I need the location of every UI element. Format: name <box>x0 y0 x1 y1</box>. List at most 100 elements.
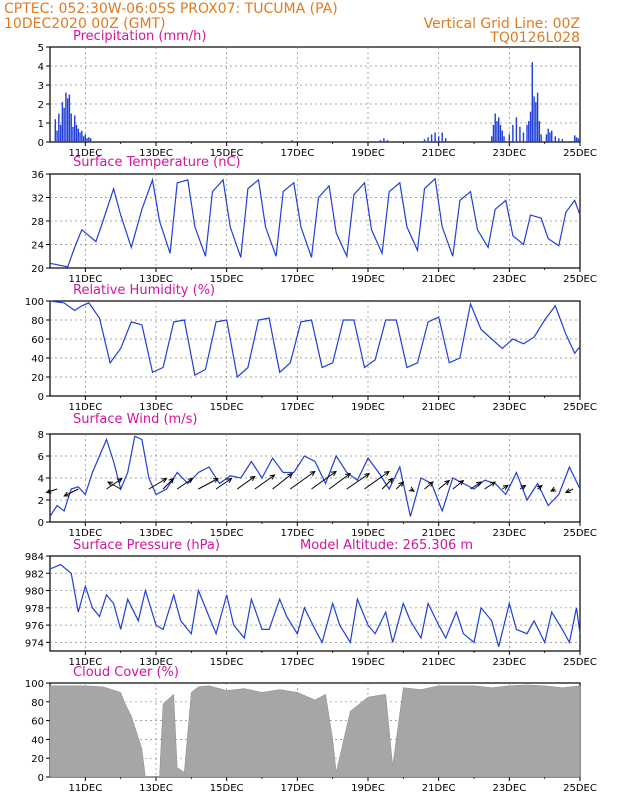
precip-bar <box>508 134 511 142</box>
precip-bar <box>503 136 505 142</box>
precip-bar <box>441 132 443 142</box>
precip-bar <box>529 111 532 142</box>
precip-bar <box>89 138 92 142</box>
wind-arrow <box>162 478 174 490</box>
y-tick-label: 4 <box>38 474 44 485</box>
wind-arrow <box>395 481 404 490</box>
x-tick-label: 15DEC <box>210 657 244 668</box>
wind-arrow-head <box>564 488 571 494</box>
y-tick-label: 60 <box>31 335 44 346</box>
precip-bar <box>533 96 535 142</box>
y-tick-label: 0 <box>38 392 44 403</box>
x-tick-label: 11DEC <box>68 274 102 285</box>
y-tick-label: 4 <box>38 62 44 73</box>
x-tick-label: 21DEC <box>422 528 456 539</box>
wind-arrow-head <box>107 481 114 487</box>
wind-arrow-head <box>444 479 451 486</box>
wind-arrow <box>236 475 256 490</box>
x-tick-label: 23DEC <box>492 783 526 794</box>
precip-bar <box>72 126 74 142</box>
panel-2: 11DEC 13DEC 15DEC 17DEC 19DEC 21DEC 23DEC 25DEC… <box>25 283 597 413</box>
x-tick-label: 23DEC <box>492 657 526 668</box>
precip-bar <box>291 140 293 142</box>
precip-bar <box>536 92 539 142</box>
wind-arrow <box>311 471 337 490</box>
wind-arrow-head <box>550 486 557 492</box>
precip-bar <box>499 124 502 142</box>
wind-arrow-head <box>536 484 543 491</box>
x-tick-label: 15DEC <box>210 148 244 159</box>
x-tick-label: 15DEC <box>210 274 244 285</box>
y-tick-label: 0 <box>38 773 44 784</box>
panel-4: 11DEC 13DEC 15DEC 17DEC 19DEC 21DEC 23DEC 25DEC… <box>25 538 597 668</box>
x-tick-label: 21DEC <box>422 783 456 794</box>
wind-arrow-head <box>427 481 434 487</box>
x-tick-label: 25DEC <box>563 783 597 794</box>
x-tick-label: 19DEC <box>351 783 385 794</box>
precip-bar <box>70 113 72 142</box>
x-tick-label: 23DEC <box>492 528 526 539</box>
wind-arrow <box>346 473 370 490</box>
wind-arrow-head <box>345 472 352 479</box>
x-tick-label: 23DEC <box>492 148 526 159</box>
x-tick-label: 17DEC <box>280 783 314 794</box>
wind-arrow-head <box>226 477 233 484</box>
precip-bar <box>88 137 90 142</box>
panel-title: Cloud Cover (%) <box>73 665 179 680</box>
x-tick-label: 11DEC <box>68 657 102 668</box>
y-tick-label: 5 <box>38 43 44 54</box>
precip-bar <box>490 136 493 142</box>
x-tick-label: 21DEC <box>422 148 456 159</box>
y-tick-label: 980 <box>25 587 44 598</box>
precip-bar <box>549 132 551 142</box>
y-tick-label: 24 <box>31 241 44 252</box>
header-location: CPTEC: 052:30W-06:05S PROX07: TUCUMA (PA… <box>4 1 338 17</box>
precip-bar <box>512 124 514 142</box>
panel-frame <box>49 300 581 397</box>
y-tick-label: 8 <box>38 430 44 441</box>
wind-arrow-head <box>45 488 52 494</box>
wind-arrow <box>328 473 351 490</box>
wind-arrow-head <box>398 481 405 487</box>
precip-bar <box>551 130 553 142</box>
wind-arrow-head <box>330 470 337 477</box>
x-tick-label: 15DEC <box>210 783 244 794</box>
precip-bar <box>59 124 62 142</box>
wind-arrow <box>452 480 464 490</box>
precip-bar <box>526 124 528 142</box>
y-tick-label: 2 <box>38 100 44 111</box>
wind-arrow-head <box>309 470 316 477</box>
x-tick-label: 11DEC <box>68 528 102 539</box>
x-tick-label: 19DEC <box>351 402 385 413</box>
x-tick-label: 11DEC <box>68 783 102 794</box>
x-tick-label: 25DEC <box>563 528 597 539</box>
y-tick-label: 20 <box>31 264 44 275</box>
wind-arrow-head <box>116 477 123 484</box>
y-tick-label: 20 <box>31 373 44 384</box>
y-tick-label: 80 <box>31 316 44 327</box>
panel-frame <box>49 555 581 652</box>
wind-arrow <box>438 480 450 490</box>
precip-bar <box>82 136 85 142</box>
wind-arrow-head <box>502 484 509 490</box>
wind-arrow-head <box>408 486 415 492</box>
precip-bar <box>427 137 429 142</box>
precip-bar <box>383 138 385 142</box>
precip-bar <box>81 130 83 142</box>
wind-arrow <box>148 478 167 490</box>
precip-bar <box>547 128 549 142</box>
precip-bar <box>61 102 64 142</box>
wind-arrow-head <box>458 479 465 486</box>
series-line <box>49 177 581 268</box>
precip-bar <box>519 126 521 142</box>
wind-arrow <box>64 488 79 497</box>
y-tick-label: 100 <box>25 679 44 690</box>
wind-arrow-head <box>387 477 394 484</box>
precip-bar <box>68 94 71 142</box>
precip-bar <box>65 92 67 142</box>
x-tick-label: 19DEC <box>351 528 385 539</box>
y-tick-label: 36 <box>31 170 44 181</box>
precip-bar <box>554 136 556 142</box>
x-tick-label: 21DEC <box>422 274 456 285</box>
y-tick-label: 1 <box>38 119 44 130</box>
